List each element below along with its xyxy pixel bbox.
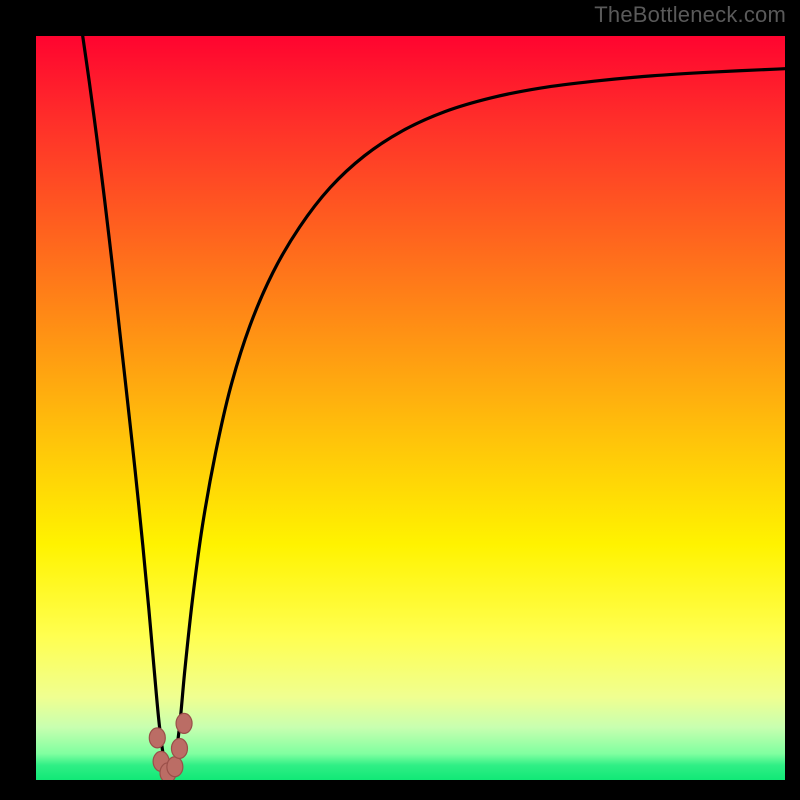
marker-dot: [176, 713, 192, 733]
marker-dot: [167, 757, 183, 777]
chart-container: { "watermark": { "text": "TheBottleneck.…: [0, 0, 800, 800]
marker-dot: [149, 728, 165, 748]
bottleneck-chart: [0, 0, 800, 800]
chart-background-gradient: [28, 28, 793, 788]
watermark-label: TheBottleneck.com: [594, 2, 786, 28]
marker-dot: [171, 738, 187, 758]
